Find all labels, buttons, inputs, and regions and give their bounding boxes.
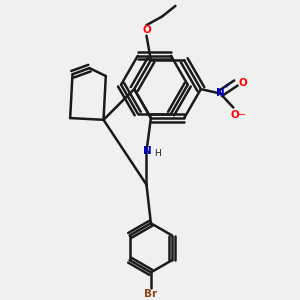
Text: Br: Br [144,289,158,299]
Text: O: O [231,110,239,120]
Text: −: − [238,110,246,120]
Text: O: O [142,26,151,35]
Text: O: O [238,78,247,88]
Text: N: N [143,146,152,156]
Text: N: N [216,88,225,98]
Text: +: + [224,82,229,88]
Text: H: H [154,148,161,158]
